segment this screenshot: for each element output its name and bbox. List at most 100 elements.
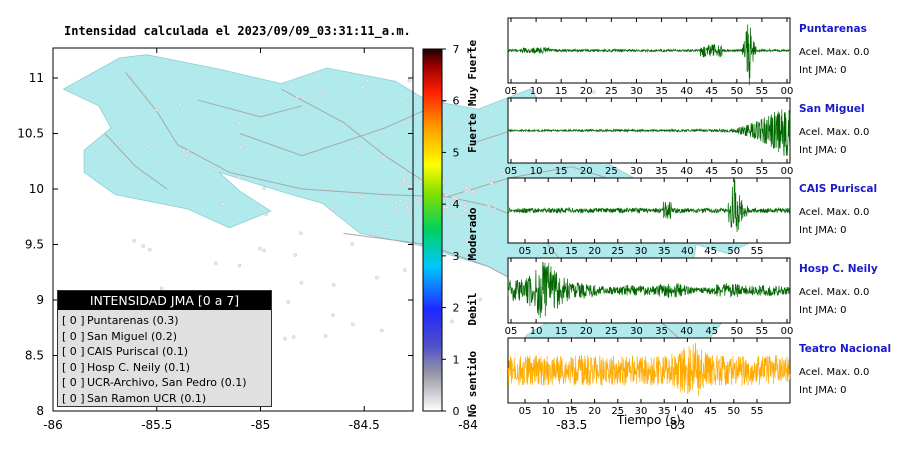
seismic-station-dot — [500, 172, 504, 176]
seismic-station-dot — [129, 182, 133, 187]
time-tick-label: 20 — [580, 166, 593, 177]
time-tick-label: 40 — [681, 406, 694, 417]
lat-tick-label: 8 — [36, 404, 44, 418]
station-max-accel: Acel. Max. 0.0 — [799, 127, 870, 138]
map-frame — [52, 47, 414, 412]
station-jma-intensity: Int JMA: 0 — [799, 305, 847, 316]
waveform-trace — [507, 179, 791, 233]
waveform-trace — [507, 261, 791, 318]
seismic-station-dot — [221, 201, 225, 206]
seismic-station-dot — [237, 121, 241, 125]
lon-tick-label: -85 — [251, 418, 271, 432]
time-tick-label: 35 — [658, 246, 671, 257]
seismic-station-dot — [278, 100, 282, 105]
legend-row-code: [ 0 ] — [62, 329, 85, 343]
legend-row: [ 0 ] CAIS Puriscal (0.1) — [58, 344, 271, 360]
time-tick-label: 40 — [680, 166, 693, 177]
time-tick-label: 05 — [505, 86, 518, 97]
time-tick-label: 10 — [542, 246, 555, 257]
lat-tick-label: 8.5 — [25, 349, 44, 363]
seismic-station-dot — [178, 103, 182, 107]
lat-tick-label: 9 — [36, 293, 44, 307]
seismic-station-dot — [141, 244, 145, 248]
time-tick-label: 10 — [530, 86, 543, 97]
time-tick-label: 30 — [635, 246, 648, 257]
seismic-station-dot — [396, 208, 400, 213]
seismic-station-dot — [356, 145, 361, 150]
seismic-station-dot — [478, 297, 483, 302]
station-jma-intensity: Int JMA: 0 — [799, 385, 847, 396]
lon-tick-label: -83 — [666, 418, 686, 432]
map-title: Intensidad calculada el 2023/09/09_03:31… — [64, 24, 411, 38]
station-jma-intensity: Int JMA: 0 — [799, 225, 847, 236]
time-tick-label: 05 — [519, 246, 532, 257]
time-tick-label: 55 — [751, 406, 764, 417]
seismic-station-dot — [492, 207, 497, 212]
time-tick-label: 55 — [751, 246, 764, 257]
seismic-station-dot — [155, 107, 159, 112]
time-tick-label: 55 — [756, 86, 769, 97]
legend-row-name: Puntarenas (0.3) — [87, 314, 179, 327]
seismic-station-dot — [286, 300, 291, 304]
seismic-station-dot — [462, 181, 466, 185]
seismic-station-dot — [257, 246, 262, 251]
seismic-station-dot — [212, 167, 217, 171]
seismic-station-dot — [331, 283, 336, 287]
seismic-station-dot — [323, 334, 328, 338]
time-tick-label: 20 — [580, 326, 593, 337]
lon-tick-label: -84 — [458, 418, 478, 432]
time-tick-label: 45 — [704, 246, 717, 257]
seismic-station-dot — [470, 209, 475, 214]
seismic-station-dot — [463, 203, 467, 208]
seismic-station-dot — [404, 101, 409, 105]
seismic-station-dot — [402, 176, 407, 181]
seismic-station-dot — [299, 231, 303, 236]
time-tick-label: 15 — [565, 406, 578, 417]
legend-row: [ 0 ] Puntarenas (0.3) — [58, 313, 271, 329]
legend-row-code: [ 0 ] — [62, 345, 85, 359]
seismic-station-dot — [381, 155, 386, 159]
time-tick-label: 40 — [681, 246, 694, 257]
time-tick-label: 45 — [704, 406, 717, 417]
time-tick-label: 40 — [680, 86, 693, 97]
time-tick-label: 10 — [542, 406, 555, 417]
time-tick-label: 45 — [705, 86, 718, 97]
colorbar-tick-label: 3 — [453, 250, 460, 263]
seismic-station-dot — [490, 177, 495, 181]
seismic-station-dot — [213, 261, 218, 266]
seismic-station-dot — [359, 195, 364, 199]
time-tick-label: 20 — [580, 86, 593, 97]
time-tick-label: 50 — [730, 86, 743, 97]
seismic-station-dot — [482, 177, 487, 181]
legend-row-name: Hosp C. Neily (0.1) — [87, 360, 191, 374]
seismic-station-dot — [330, 206, 334, 211]
seismic-station-dot — [295, 94, 300, 99]
seismic-station-dot — [360, 85, 365, 89]
lat-tick-label: 10.5 — [17, 127, 44, 141]
colorbar-gradient — [422, 48, 443, 412]
time-tick-label: 15 — [565, 246, 578, 257]
seismic-station-dot — [442, 205, 447, 210]
seismic-station-dot — [398, 230, 403, 234]
seismic-station-dot — [365, 78, 370, 83]
seismic-station-dot — [185, 149, 190, 154]
legend-row-name: San Ramon UCR (0.1) — [87, 391, 207, 405]
station-max-accel: Acel. Max. 0.0 — [799, 287, 870, 298]
seismic-station-dot — [492, 202, 497, 206]
time-tick-label: 35 — [655, 326, 668, 337]
time-tick-label: 25 — [605, 86, 618, 97]
colorbar-tick-label: 5 — [453, 146, 460, 159]
station-max-accel: Acel. Max. 0.0 — [799, 207, 870, 218]
seismic-station-dot — [465, 238, 470, 242]
seismic-station-dot — [262, 186, 267, 191]
colorbar-tick-label: 0 — [453, 405, 460, 418]
seismic-station-dot — [146, 144, 150, 149]
road-line — [239, 99, 448, 157]
time-axis-label: Tiempo (s) — [617, 413, 681, 427]
seismic-station-dot — [182, 148, 186, 153]
seismic-station-dot — [403, 121, 407, 125]
seismic-station-dot — [406, 184, 411, 188]
road-line — [104, 133, 168, 190]
time-tick-label: 00 — [781, 326, 794, 337]
time-tick-label: 25 — [605, 326, 618, 337]
